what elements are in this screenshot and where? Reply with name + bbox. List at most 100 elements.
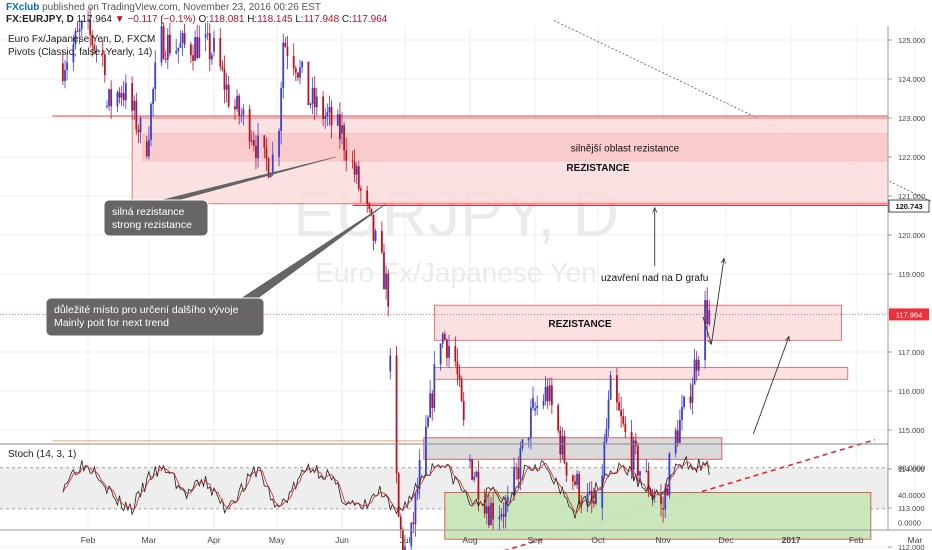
candle-body xyxy=(169,34,171,54)
candle-body xyxy=(353,161,356,175)
candle-body xyxy=(498,516,501,520)
candle-body xyxy=(380,230,383,253)
candle-body xyxy=(590,491,593,501)
candle-body xyxy=(446,339,448,358)
price-axis-label: 121.000 xyxy=(898,192,925,201)
time-axis-label: Jul xyxy=(400,535,411,545)
candle-body xyxy=(326,112,329,117)
last-price: 117.964 xyxy=(76,14,112,25)
candle-body xyxy=(131,83,134,111)
callout-text: silná rezistance xyxy=(112,206,185,218)
candle-body xyxy=(236,95,238,110)
zone-pink xyxy=(433,367,849,380)
candle-body xyxy=(110,89,113,107)
time-axis-label: Oct xyxy=(591,535,605,545)
legend: Euro Fx/Japanese Yen, D, FXCM Pivots (Cl… xyxy=(8,33,155,59)
candle-body xyxy=(433,364,436,408)
candle-body xyxy=(513,467,515,497)
price-axis[interactable]: 125.000 124.000 123.000 122.000 121.000 120.0… xyxy=(888,36,925,550)
watermark-name: Euro Fx/Japanese Yen xyxy=(315,257,597,288)
candle-body xyxy=(166,34,169,60)
time-axis[interactable]: Feb Mar Apr May Jun Jul Aug Sep Oct Nov Dec 2017 Feb… xyxy=(81,535,923,545)
candle-body xyxy=(87,19,89,22)
stoch-axis[interactable]: 80.0000 40.0000 0.0000 xyxy=(898,464,925,528)
candle-body xyxy=(341,125,343,134)
candle-body xyxy=(456,361,459,375)
candle-body xyxy=(242,109,245,116)
candle-body xyxy=(72,44,75,63)
candle-body xyxy=(618,402,620,411)
candle-body xyxy=(458,374,461,379)
candle-body xyxy=(103,54,106,75)
candle-body xyxy=(588,491,591,494)
candle-body xyxy=(280,88,283,131)
candle-body xyxy=(574,481,576,485)
candle-body xyxy=(542,401,545,406)
candle-body xyxy=(370,208,373,215)
down-arrow-icon: ▼ xyxy=(114,14,125,25)
time-axis-label: Apr xyxy=(207,535,220,545)
candle-body xyxy=(315,96,318,108)
candle-body xyxy=(410,522,413,547)
candle-body xyxy=(544,386,547,402)
brand-logo[interactable]: FXclub xyxy=(6,2,40,13)
candle-body xyxy=(206,33,209,35)
time-axis-label: Feb xyxy=(81,535,96,545)
candles xyxy=(61,7,711,550)
candle-body xyxy=(678,419,681,443)
candle-body xyxy=(681,407,683,420)
candle-body xyxy=(660,496,662,504)
zone-grey xyxy=(423,437,723,460)
legend-pivots[interactable]: Pivots (Classic, false, Yearly, 14) xyxy=(8,47,153,58)
callout-text: strong rezistance xyxy=(112,219,192,231)
candle-body xyxy=(586,493,589,506)
candle-body xyxy=(133,100,136,111)
candle-body xyxy=(477,471,480,500)
symbol-name[interactable]: FX:EURJPY, D xyxy=(6,14,74,25)
candle-body xyxy=(198,37,201,58)
candle-body xyxy=(609,375,612,400)
callout-box xyxy=(45,297,265,337)
price-axis-label: 116.000 xyxy=(898,387,925,396)
candle-body xyxy=(578,473,581,504)
candle-body xyxy=(145,141,148,157)
published-info: published on TradingView.com, November 2… xyxy=(42,2,322,13)
candle-body xyxy=(429,393,432,418)
candle-body xyxy=(330,107,333,126)
price-axis-label: 120.000 xyxy=(898,231,925,240)
zone-pink xyxy=(433,304,842,341)
candle-body xyxy=(500,514,503,517)
candle-body xyxy=(250,140,253,142)
legend-series[interactable]: Euro Fx/Japanese Yen, D, FXCM xyxy=(8,34,156,45)
candle-body xyxy=(164,58,167,60)
candle-body xyxy=(183,33,186,45)
candle-body xyxy=(536,405,539,409)
time-axis-label: Aug xyxy=(462,535,477,545)
candle-body xyxy=(66,62,68,71)
candle-body xyxy=(267,158,270,178)
candle-body xyxy=(175,50,178,54)
candle-body xyxy=(265,147,268,159)
zone-label: REZISTANCE xyxy=(566,163,629,174)
legend-stoch[interactable]: Stoch (14, 3, 1) xyxy=(8,449,77,460)
price-axis-label: 125.000 xyxy=(898,36,925,45)
price-axis-label: 117.000 xyxy=(898,348,925,357)
candle-body xyxy=(706,300,709,325)
candle-body xyxy=(301,61,304,68)
candle-body xyxy=(204,34,207,38)
annotation-arrow xyxy=(702,316,711,344)
candle-body xyxy=(269,173,272,178)
candle-body xyxy=(651,494,654,497)
candle-body xyxy=(366,190,369,204)
candle-body xyxy=(645,470,648,472)
candle-body xyxy=(297,72,299,78)
time-axis-label: Mar xyxy=(908,535,923,545)
candle-body xyxy=(64,70,66,81)
candle-body xyxy=(595,490,597,504)
overlay-drawings[interactable]: silnější oblast rezistance REZISTANCE REZI… xyxy=(45,143,789,435)
candle-body xyxy=(248,109,251,142)
candle-body xyxy=(162,26,165,59)
candle-body xyxy=(676,430,679,443)
candle-body xyxy=(441,333,444,344)
